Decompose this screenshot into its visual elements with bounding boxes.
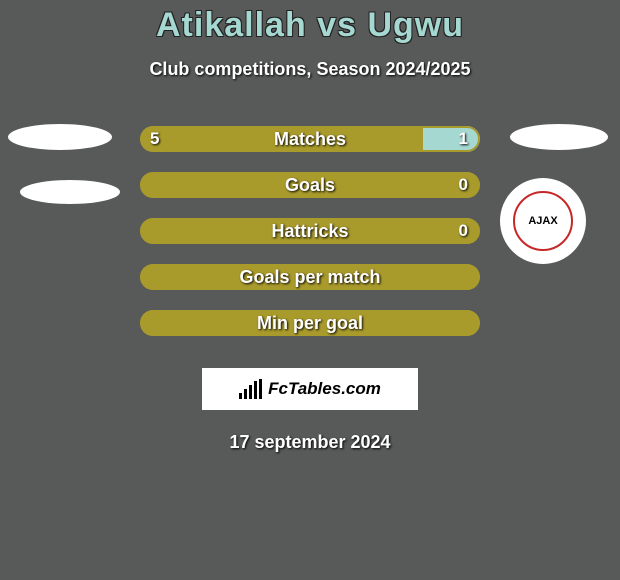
stat-row: Goals per match — [0, 264, 620, 310]
title-player1: Atikallah — [156, 6, 307, 44]
stat-value-right: 0 — [459, 172, 468, 198]
stat-value-right: 1 — [459, 126, 468, 152]
title-player2: Ugwu — [367, 6, 464, 44]
subtitle: Club competitions, Season 2024/2025 — [0, 59, 620, 80]
stat-value-left: 5 — [150, 126, 159, 152]
stat-bar — [140, 126, 480, 152]
stat-bar — [140, 172, 480, 198]
bar-fill-left — [140, 172, 480, 198]
stat-bar — [140, 264, 480, 290]
bar-fill-left — [140, 264, 480, 290]
logo-text: FcTables.com — [268, 379, 381, 399]
bar-fill-left — [140, 310, 480, 336]
bar-fill-right — [423, 126, 480, 152]
title-vs: vs — [317, 6, 357, 44]
stats-rows: 51Matches0Goals0HattricksGoals per match… — [0, 126, 620, 356]
comparison-card: Atikallah vs Ugwu Club competitions, Sea… — [0, 0, 620, 580]
date-text: 17 september 2024 — [0, 432, 620, 453]
stat-bar — [140, 218, 480, 244]
page-title: Atikallah vs Ugwu — [0, 0, 620, 45]
stat-row: Min per goal — [0, 310, 620, 356]
stat-row: 0Hattricks — [0, 218, 620, 264]
logo-bars-icon — [239, 379, 262, 399]
fctables-logo: FcTables.com — [202, 368, 418, 410]
bar-fill-left — [140, 218, 480, 244]
stat-bar — [140, 310, 480, 336]
stat-row: 51Matches — [0, 126, 620, 172]
stat-row: 0Goals — [0, 172, 620, 218]
bar-fill-left — [140, 126, 423, 152]
stat-value-right: 0 — [459, 218, 468, 244]
